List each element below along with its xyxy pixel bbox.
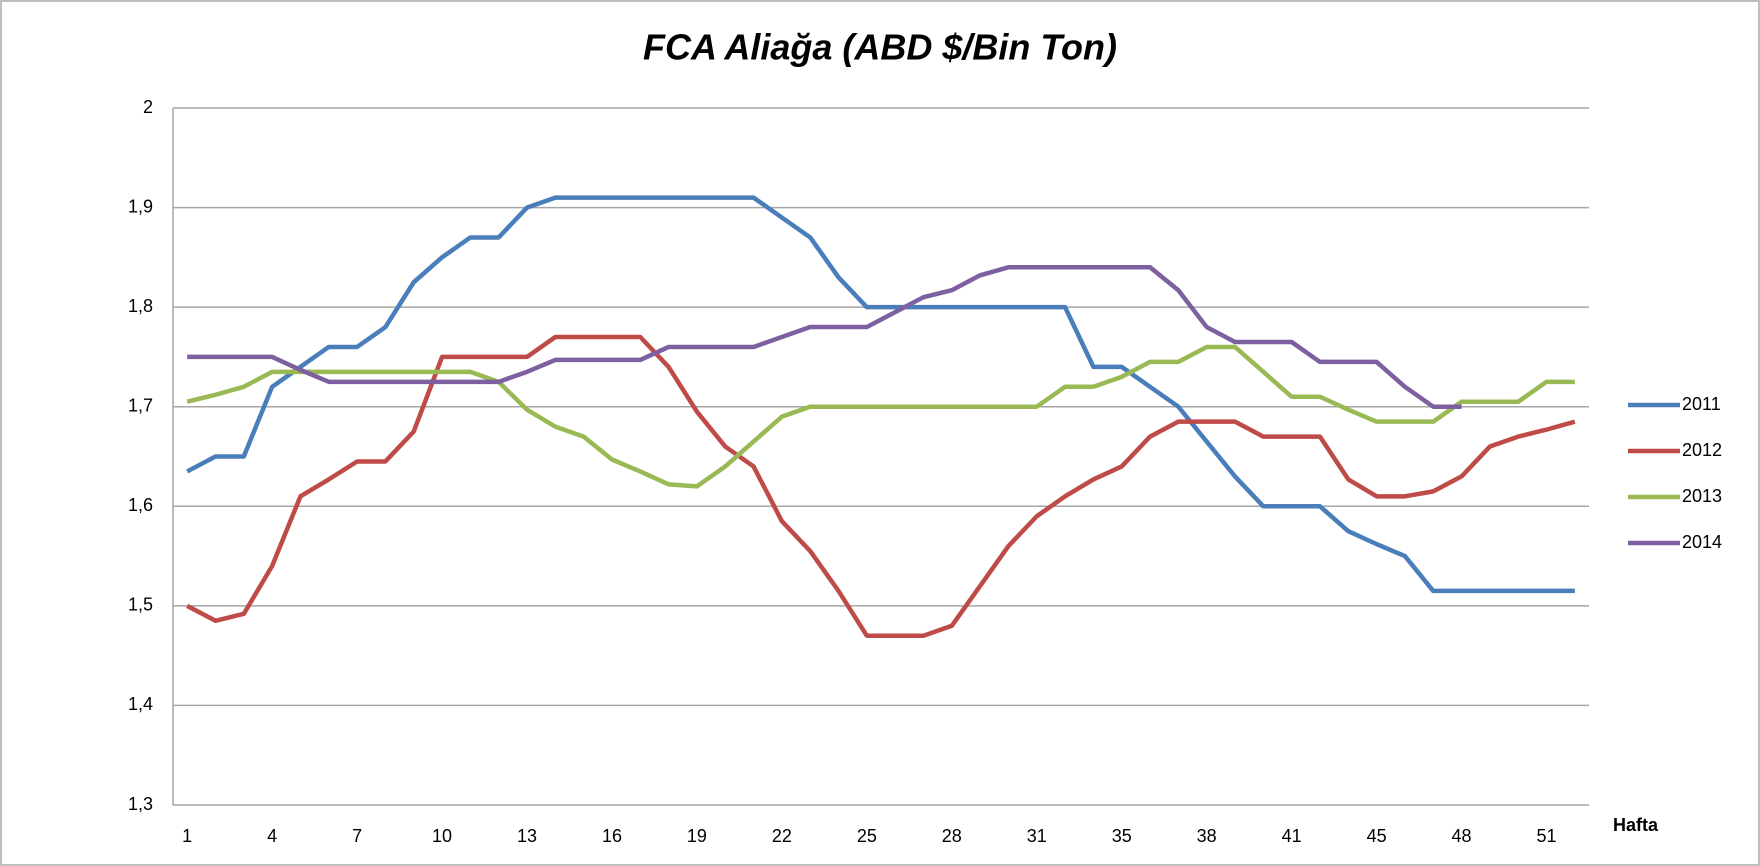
y-tick-label: 1,3 xyxy=(128,794,153,814)
line-series xyxy=(186,334,1576,638)
x-tick-label: 16 xyxy=(602,826,622,846)
line-series xyxy=(187,265,1462,409)
y-tick-label: 1,5 xyxy=(128,595,153,615)
x-tick-label: 1 xyxy=(182,826,192,846)
x-tick-label: 4 xyxy=(267,826,277,846)
x-tick-label: 28 xyxy=(942,826,962,846)
legend-label: 2014 xyxy=(1682,532,1722,552)
line-series xyxy=(186,195,1575,594)
x-tick-label: 10 xyxy=(432,826,452,846)
legend-label: 2013 xyxy=(1682,486,1722,506)
y-tick-label: 1,7 xyxy=(128,395,153,415)
line-series xyxy=(186,344,1575,489)
x-tick-label: 22 xyxy=(772,826,792,846)
x-tick-label: 41 xyxy=(1282,826,1302,846)
legend-label: 2011 xyxy=(1682,394,1721,414)
x-tick-label: 38 xyxy=(1197,826,1217,846)
x-tick-label: 13 xyxy=(517,826,537,846)
legend-label: 2012 xyxy=(1682,440,1722,460)
x-tick-label: 19 xyxy=(687,826,707,846)
y-tick-label: 1,9 xyxy=(128,196,153,216)
y-tick-label: 2 xyxy=(143,97,153,117)
x-axis-label: Hafta xyxy=(1613,815,1659,835)
chart-title: FCA Aliağa (ABD $/Bin Ton) xyxy=(643,27,1117,68)
x-tick-label: 45 xyxy=(1367,826,1387,846)
y-tick-label: 1,8 xyxy=(128,296,153,316)
x-tick-label: 31 xyxy=(1027,826,1047,846)
x-tick-label: 48 xyxy=(1452,826,1472,846)
x-tick-label: 51 xyxy=(1537,826,1557,846)
x-tick-label: 25 xyxy=(857,826,877,846)
y-tick-label: 1,4 xyxy=(128,694,153,714)
y-tick-label: 1,6 xyxy=(128,495,153,515)
x-tick-label: 7 xyxy=(352,826,362,846)
x-tick-label: 35 xyxy=(1112,826,1132,846)
